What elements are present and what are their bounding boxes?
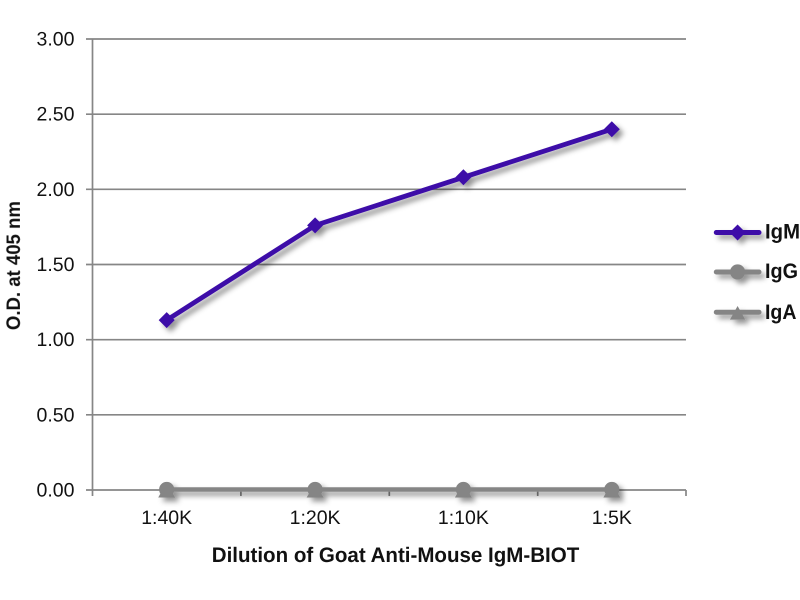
svg-text:IgG: IgG — [765, 260, 798, 283]
svg-text:Dilution of Goat Anti-Mouse Ig: Dilution of Goat Anti-Mouse IgM-BIOT — [212, 544, 580, 567]
svg-text:O.D. at 405 nm: O.D. at 405 nm — [3, 201, 25, 330]
svg-text:0.00: 0.00 — [37, 480, 75, 502]
svg-text:1:40K: 1:40K — [141, 507, 192, 529]
svg-text:IgM: IgM — [765, 221, 800, 244]
svg-text:IgA: IgA — [765, 301, 797, 324]
svg-text:1.50: 1.50 — [37, 254, 75, 276]
svg-text:1:20K: 1:20K — [290, 507, 341, 529]
svg-text:3.00: 3.00 — [37, 29, 75, 51]
svg-text:1:5K: 1:5K — [592, 507, 632, 529]
svg-text:2.00: 2.00 — [37, 179, 75, 201]
svg-text:1.00: 1.00 — [37, 329, 75, 351]
svg-text:0.50: 0.50 — [37, 404, 75, 426]
svg-text:2.50: 2.50 — [37, 104, 75, 126]
svg-text:1:10K: 1:10K — [438, 507, 489, 529]
